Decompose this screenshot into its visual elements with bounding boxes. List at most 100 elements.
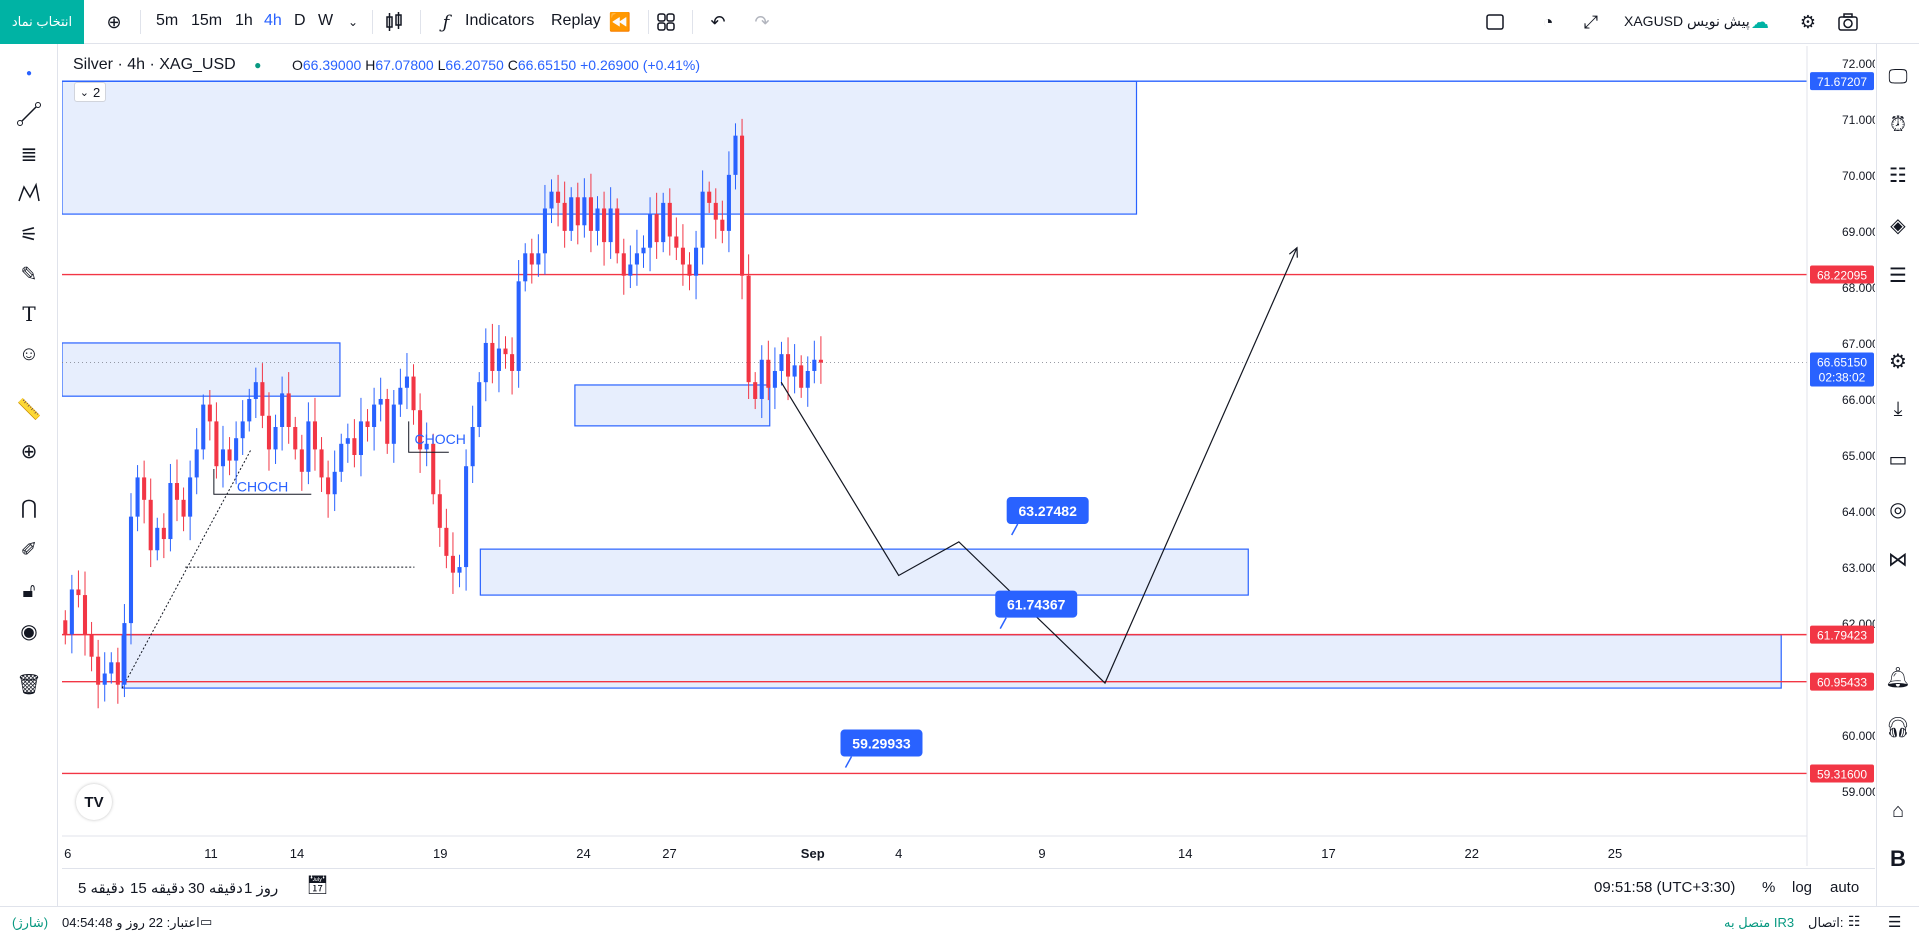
time-tick-label: 11 (204, 846, 218, 861)
emoji-icon[interactable]: ☺ (18, 342, 40, 365)
cursor-dot-icon[interactable]: ● (25, 67, 33, 79)
log-toggle[interactable]: log (1792, 879, 1813, 896)
credit-label: اعتبار: 22 روز و 04:54:48 (62, 915, 200, 930)
zoom-in-icon[interactable]: ⊕ (20, 440, 38, 463)
home-icon[interactable]: ⌂ (1891, 799, 1905, 822)
undo-icon[interactable]: ↶ (710, 11, 726, 32)
add-symbol-icon[interactable]: ⊕ (106, 11, 122, 32)
layers-icon[interactable]: ◈ (1890, 214, 1906, 237)
brush-icon[interactable]: ✎ (20, 263, 38, 286)
candles-icon[interactable] (382, 10, 406, 34)
credit-card-icon: ▭ (200, 914, 213, 929)
pencil-lock-icon[interactable]: ✐ (20, 538, 38, 561)
candle-body (181, 499, 186, 517)
pattern-icon[interactable] (14, 179, 44, 209)
candle-body (615, 208, 620, 254)
range-1d[interactable]: 1 روز (244, 880, 279, 897)
card-icon[interactable]: ▭ (1888, 448, 1908, 471)
interval-4h[interactable]: 4h (264, 12, 282, 29)
trash-icon[interactable]: 🗑︎ (16, 673, 42, 696)
user-icon[interactable]: ◎ (1889, 498, 1907, 521)
indicators-collapse-toggle[interactable]: ⌄ 2 (74, 82, 106, 102)
layout-grid-icon[interactable] (654, 10, 678, 34)
b-logo-icon[interactable]: B (1890, 846, 1906, 871)
connection-status: متصل به IR3 (1724, 915, 1795, 930)
indicators-icon[interactable]: ƒ (442, 11, 450, 33)
ohlc-h-label: H (365, 57, 376, 73)
list-plus-icon[interactable]: ☰ (1889, 264, 1907, 287)
alarm-clock-icon[interactable]: ⏰︎ (1890, 113, 1906, 136)
text-tool-icon[interactable]: T (22, 302, 36, 326)
candle-body (680, 247, 685, 265)
tradingview-logo-icon[interactable]: TV (76, 784, 112, 820)
candle-body (201, 404, 206, 450)
candle-body (352, 438, 357, 456)
bell-icon[interactable]: 🔔︎ (1885, 666, 1911, 689)
candle-body (339, 443, 344, 472)
expand-icon[interactable]: ⤢ (1583, 11, 1599, 32)
eye-icon[interactable]: ◉ (20, 620, 38, 643)
redo-icon[interactable]: ↷ (754, 11, 770, 32)
fib-lines-icon[interactable]: ≣ (20, 143, 38, 166)
alert-speed-icon[interactable]: ◔ (1542, 11, 1554, 32)
monitor-icon[interactable]: 🖵 (1888, 65, 1908, 88)
candle-body (503, 348, 508, 355)
candle-body (766, 359, 771, 388)
replay-button[interactable]: Replay (551, 12, 601, 29)
magnet-icon[interactable]: ⋂ (20, 496, 38, 519)
cloud-sync-icon[interactable]: ☁ (1751, 11, 1769, 32)
candle-body (562, 202, 567, 231)
interval-w[interactable]: W (318, 12, 334, 29)
settings-icon[interactable]: ⚙ (1889, 350, 1907, 373)
trend-line-icon[interactable] (14, 99, 44, 129)
time-tick-label: 9 (1038, 846, 1045, 861)
time-tick-label: 24 (576, 846, 590, 861)
date-range-icon[interactable]: 📅︎ (306, 875, 329, 895)
download-icon[interactable]: ⤓ (1893, 397, 1903, 420)
connection-label: اتصال: (1808, 915, 1844, 930)
notes-icon[interactable]: ☷ (1889, 164, 1907, 187)
candle-body (536, 253, 541, 265)
replay-icon[interactable]: ⏪ (608, 11, 632, 32)
candle-body (687, 264, 692, 276)
price-tick-label: 71.00000 (1842, 113, 1875, 127)
interval-15m[interactable]: 15m (191, 12, 223, 29)
candle-body (404, 376, 409, 388)
ruler-icon[interactable]: 📏 (16, 398, 42, 421)
settings-gear-icon[interactable]: ⚙ (1799, 11, 1817, 32)
percent-toggle[interactable]: % (1762, 879, 1776, 896)
clock-label[interactable]: 09:51:58 (UTC+3:30) (1594, 879, 1736, 896)
interval-d[interactable]: D (294, 12, 306, 29)
fullscreen-box-icon[interactable] (1483, 10, 1507, 34)
range-30m[interactable]: 30 دقیقه (188, 880, 243, 897)
menu-icon[interactable]: ☰ (1888, 914, 1902, 931)
lock-icon[interactable]: 🔓︎ (22, 579, 36, 602)
indicators-button[interactable]: Indicators (465, 12, 535, 29)
right-sidebar: 🖵 ⏰︎ ☷ ◈ ☰ ⚙ ⤓ ▭ ◎ ⋈ 🔔︎ 🎧︎ ⌂ B ⇥ (1876, 44, 1919, 936)
interval-5m[interactable]: 5m (156, 12, 179, 29)
candle-body (220, 449, 226, 467)
auto-toggle[interactable]: auto (1830, 879, 1860, 896)
candle-body (69, 589, 74, 635)
level-price-text: 60.95433 (1817, 676, 1867, 690)
prediction-icon[interactable]: ⚟ (20, 223, 38, 246)
share-icon[interactable]: ⋈ (1888, 548, 1908, 571)
chevron-down-icon[interactable]: ⌄ (347, 15, 359, 29)
charge-link[interactable]: (شارژ) (12, 915, 49, 930)
candle-body (128, 516, 134, 624)
range-15m[interactable]: 15 دقیقه (130, 880, 185, 897)
candle-body (161, 527, 166, 540)
candle-body (207, 404, 212, 422)
callout-pointer (1011, 523, 1019, 536)
level-price-badge (1810, 72, 1874, 91)
headset-icon[interactable]: 🎧︎ (1885, 716, 1911, 739)
candle-body (542, 208, 547, 254)
ohlc-o-label: O (292, 57, 303, 73)
symbol-name-label[interactable]: XAGUSD پیش نویس (1624, 13, 1750, 29)
price-chart[interactable]: CHOCH CHOCH 63.27482 61.74367 59.29933 72.0… (62, 46, 1875, 866)
camera-icon[interactable] (1836, 10, 1860, 34)
candle-body (799, 365, 804, 388)
symbol-search-button[interactable]: انتخاب نماد (0, 0, 84, 44)
range-5m[interactable]: 5 دقیقه (78, 880, 125, 897)
interval-1h[interactable]: 1h (235, 12, 253, 29)
